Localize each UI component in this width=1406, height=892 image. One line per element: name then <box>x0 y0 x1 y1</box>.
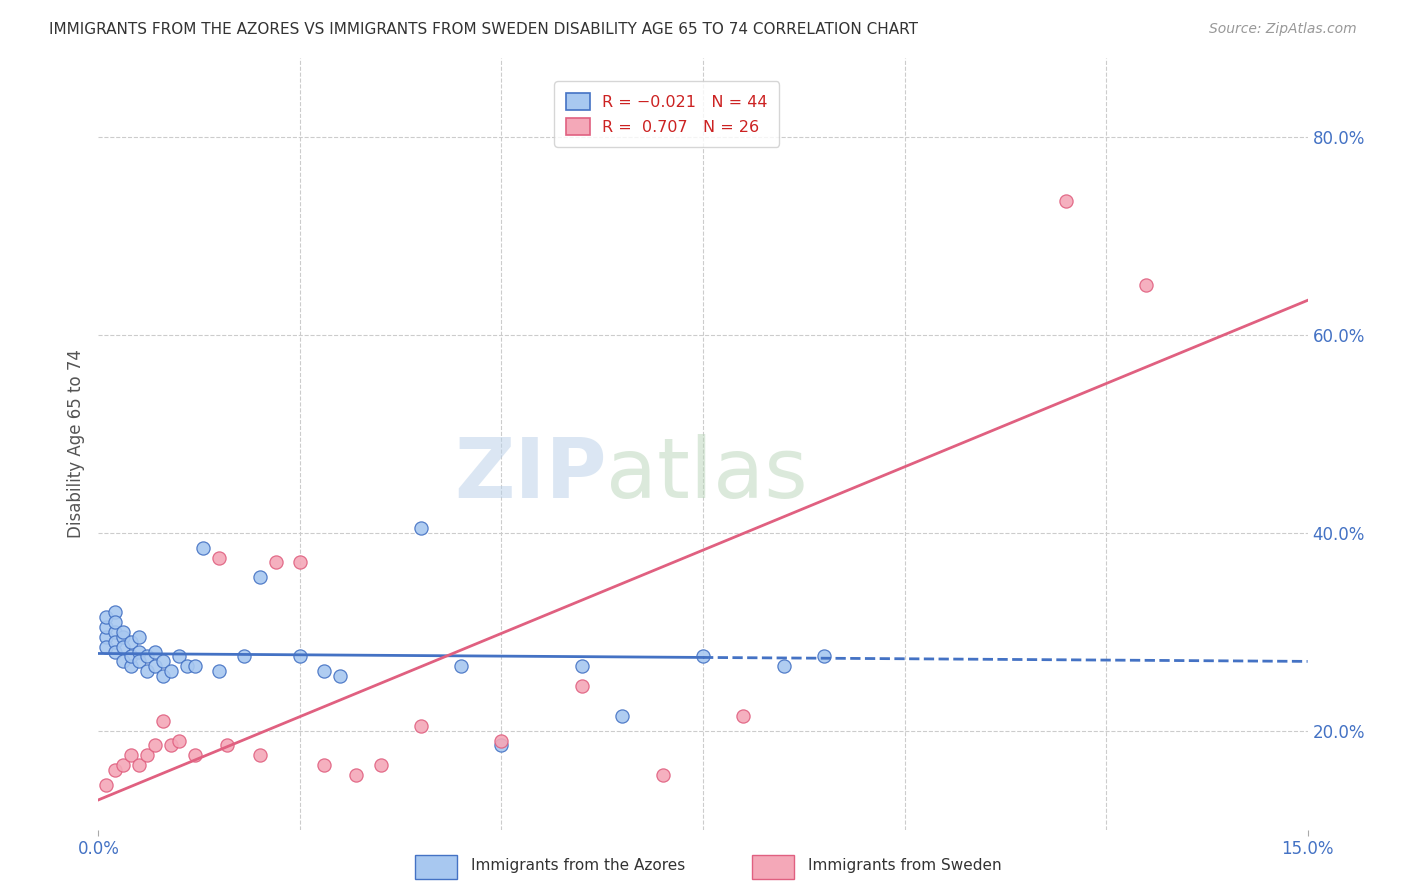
Point <box>111 640 134 654</box>
Point <box>96 630 118 644</box>
Point <box>135 748 157 763</box>
Point <box>160 739 183 753</box>
Point <box>450 659 472 673</box>
Point <box>120 634 142 648</box>
Point <box>571 659 593 673</box>
Point <box>128 758 150 772</box>
Point <box>103 624 125 639</box>
Point <box>184 659 207 673</box>
Point <box>128 654 150 668</box>
Point <box>772 659 794 673</box>
Point <box>288 556 311 570</box>
Point <box>111 758 134 772</box>
Point <box>128 630 150 644</box>
Point <box>128 644 150 658</box>
Point <box>160 665 183 679</box>
Point <box>651 768 673 782</box>
Point <box>167 733 190 747</box>
Point <box>1135 278 1157 293</box>
Point <box>103 615 125 629</box>
Point <box>111 624 134 639</box>
Point <box>152 654 174 668</box>
Point <box>135 649 157 664</box>
Point <box>217 739 239 753</box>
Point <box>249 748 271 763</box>
Point <box>193 541 215 555</box>
Point <box>120 649 142 664</box>
FancyBboxPatch shape <box>752 855 794 879</box>
Point <box>152 669 174 683</box>
Point <box>314 758 336 772</box>
Point <box>491 733 513 747</box>
Point <box>176 659 198 673</box>
Point <box>344 768 367 782</box>
Point <box>208 665 231 679</box>
Point <box>103 644 125 658</box>
Point <box>152 714 174 728</box>
Text: ZIP: ZIP <box>454 434 606 516</box>
Point <box>143 644 166 658</box>
Point <box>571 679 593 693</box>
Text: atlas: atlas <box>606 434 808 516</box>
Point <box>409 521 432 535</box>
Point <box>314 665 336 679</box>
Point <box>370 758 392 772</box>
Point <box>208 550 231 565</box>
Point <box>103 634 125 648</box>
Point <box>409 719 432 733</box>
Text: Immigrants from Sweden: Immigrants from Sweden <box>808 858 1002 872</box>
Point <box>103 763 125 777</box>
Point <box>692 649 714 664</box>
Point <box>813 649 835 664</box>
Text: Immigrants from the Azores: Immigrants from the Azores <box>471 858 685 872</box>
Point <box>612 708 634 723</box>
Point <box>249 570 271 584</box>
Point <box>167 649 190 664</box>
Point <box>1054 194 1077 209</box>
Point <box>111 654 134 668</box>
Point <box>184 748 207 763</box>
Text: Source: ZipAtlas.com: Source: ZipAtlas.com <box>1209 22 1357 37</box>
Point <box>96 778 118 792</box>
Point <box>264 556 287 570</box>
Point <box>143 659 166 673</box>
Point <box>120 748 142 763</box>
Text: IMMIGRANTS FROM THE AZORES VS IMMIGRANTS FROM SWEDEN DISABILITY AGE 65 TO 74 COR: IMMIGRANTS FROM THE AZORES VS IMMIGRANTS… <box>49 22 918 37</box>
Point <box>96 620 118 634</box>
Point <box>135 665 157 679</box>
Y-axis label: Disability Age 65 to 74: Disability Age 65 to 74 <box>66 350 84 538</box>
Point <box>96 640 118 654</box>
Point <box>288 649 311 664</box>
Point <box>96 610 118 624</box>
Point <box>329 669 352 683</box>
Point <box>103 605 125 619</box>
FancyBboxPatch shape <box>415 855 457 879</box>
Legend: R = −0.021   N = 44, R =  0.707   N = 26: R = −0.021 N = 44, R = 0.707 N = 26 <box>554 81 779 146</box>
Point <box>143 739 166 753</box>
Point <box>111 630 134 644</box>
Point <box>120 659 142 673</box>
Point <box>733 708 755 723</box>
Point <box>491 739 513 753</box>
Point <box>232 649 254 664</box>
